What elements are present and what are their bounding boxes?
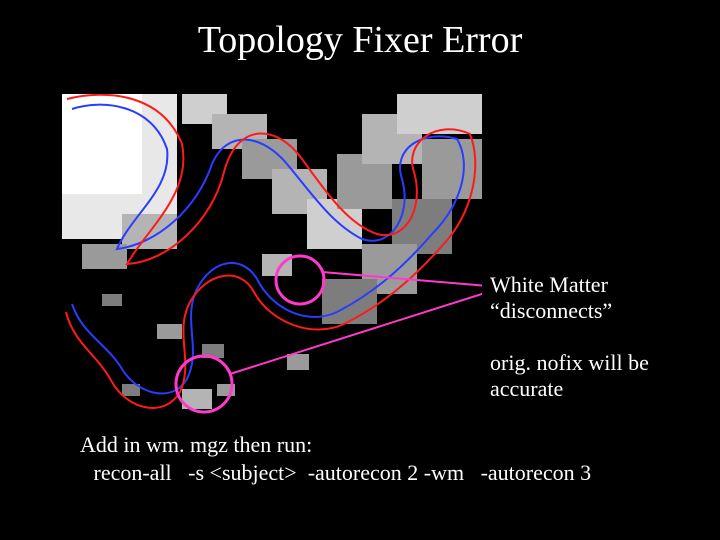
label-orig-line2: accurate	[490, 376, 563, 401]
command-text-1: Add in wm. mgz then run:	[80, 432, 312, 458]
label-wm-line2: “disconnects”	[490, 298, 612, 323]
label-orig-line1: orig. nofix will be	[490, 350, 649, 375]
label-orig-nofix: orig. nofix will be accurate	[490, 350, 649, 403]
command-text-2: recon-all -s <subject> -autorecon 2 -wm …	[88, 460, 591, 486]
slide: Topology Fixer Error	[0, 0, 720, 540]
label-wm-line1: White Matter	[490, 272, 608, 297]
brain-svg	[62, 94, 482, 439]
slide-title: Topology Fixer Error	[0, 18, 720, 62]
label-white-matter: White Matter “disconnects”	[490, 272, 612, 325]
brain-figure	[62, 94, 482, 439]
